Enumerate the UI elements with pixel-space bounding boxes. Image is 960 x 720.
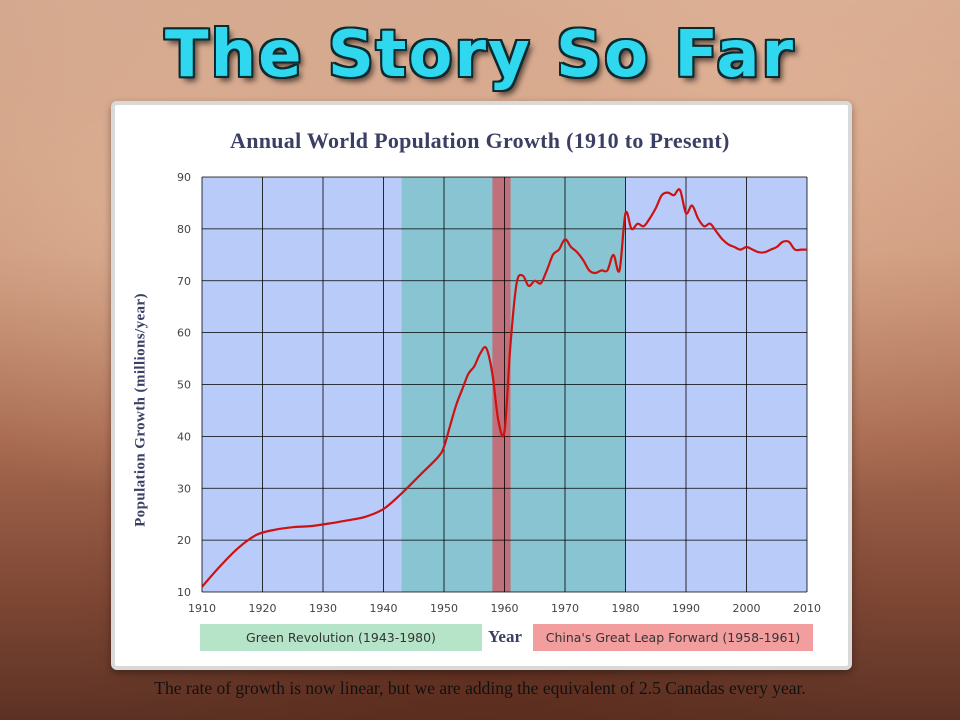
y-tick-label: 90	[177, 171, 191, 184]
legend-green-revolution: Green Revolution (1943-1980)	[200, 624, 482, 651]
slide-title: The Story So Far	[164, 18, 796, 92]
y-axis-label: Population Growth (millions/year)	[132, 293, 149, 527]
y-tick-label: 10	[177, 586, 191, 599]
x-tick-label: 1930	[309, 602, 337, 615]
x-tick-label: 1940	[370, 602, 398, 615]
series-layer	[201, 188, 807, 588]
grid-layer	[201, 176, 808, 593]
y-tick-label: 70	[177, 275, 191, 288]
slide-caption: The rate of growth is now linear, but we…	[154, 678, 806, 698]
chart-title: Annual World Population Growth (1910 to …	[230, 128, 730, 153]
axis-layer: 1910 1920 1930 1940 1950 1960 1970 1980 1990 2000…	[177, 171, 821, 615]
x-axis-label: Year	[488, 627, 522, 646]
y-tick-label: 50	[177, 379, 191, 392]
y-tick-label: 40	[177, 430, 191, 443]
y-tick-label: 80	[177, 223, 191, 236]
population-growth-line	[201, 188, 807, 588]
x-tick-label: 2010	[793, 602, 821, 615]
x-tick-label: 1950	[430, 602, 458, 615]
y-tick-label: 20	[177, 534, 191, 547]
x-tick-label: 1980	[612, 602, 640, 615]
x-tick-label: 1910	[188, 602, 216, 615]
x-tick-label: 1960	[491, 602, 519, 615]
x-tick-label: 2000	[733, 602, 761, 615]
y-tick-label: 60	[177, 327, 191, 340]
y-tick-label: 30	[177, 482, 191, 495]
x-tick-label: 1970	[551, 602, 579, 615]
legend-great-leap-forward: China's Great Leap Forward (1958-1961)	[533, 624, 813, 651]
x-tick-label: 1920	[249, 602, 277, 615]
x-tick-label: 1990	[672, 602, 700, 615]
